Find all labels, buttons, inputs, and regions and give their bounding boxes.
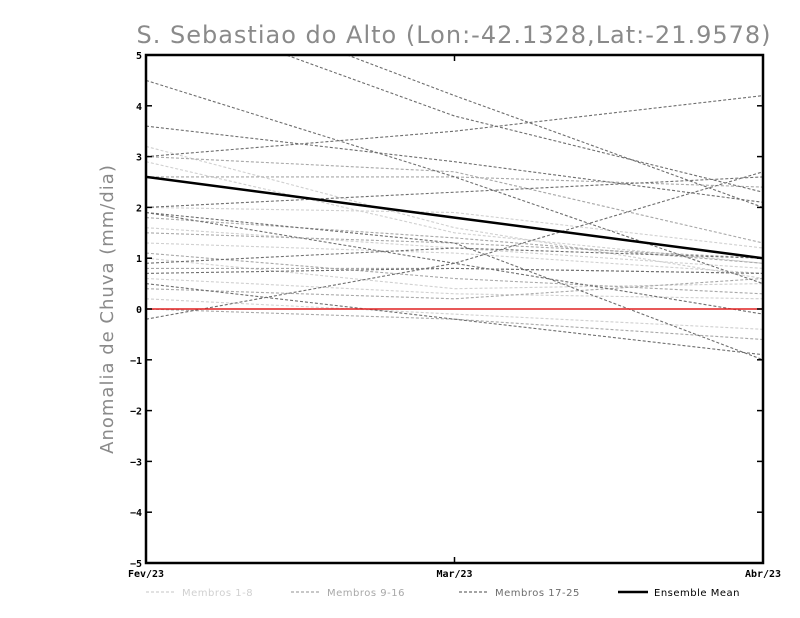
y-tick-label: 5	[136, 51, 142, 62]
member-series-line-21	[146, 211, 763, 315]
member-series-line-2	[146, 161, 763, 264]
y-tick-label: 1	[136, 254, 142, 265]
member-series-line-12	[146, 232, 763, 259]
member-series-line-4	[146, 227, 763, 269]
y-tick-label: −2	[130, 407, 142, 418]
member-series-line-17	[146, 79, 763, 285]
x-tick-label: Abr/23	[745, 569, 781, 580]
x-tick-label: Mar/23	[436, 569, 472, 580]
member-series-line-19	[146, 95, 763, 158]
y-tick-label: 4	[136, 102, 142, 113]
y-tick-label: 0	[136, 305, 142, 316]
member-series-line-24	[146, 267, 763, 274]
member-series-line-16	[146, 308, 763, 341]
y-tick-label: −1	[130, 356, 142, 367]
member-series-line-7	[146, 277, 763, 300]
y-tick-label: 3	[136, 153, 142, 164]
member-series-line-8	[146, 298, 763, 330]
member-series-line-23	[146, 247, 763, 264]
member-series-line-6	[146, 257, 763, 290]
y-tick-label: 2	[136, 203, 142, 214]
legend-label: Membros 1-8	[182, 588, 253, 599]
member-series-line-15	[146, 277, 763, 300]
member-series-line-14	[146, 267, 763, 274]
member-series-line-18	[146, 125, 763, 203]
ensemble-mean-layer	[146, 175, 763, 260]
legend-label: Membros 9-16	[327, 588, 405, 599]
member-series-line-9	[146, 156, 763, 244]
member-series-line-13	[146, 252, 763, 295]
member-series-line-20	[146, 176, 763, 208]
y-tick-label: −5	[130, 559, 142, 570]
member-series-line-26	[146, 283, 763, 356]
chart-title: S. Sebastiao do Alto (Lon:-42.1328,Lat:-…	[136, 21, 771, 49]
ensemble-mean-line	[146, 175, 763, 260]
member-series-line-5	[146, 242, 763, 274]
legend-label: Membros 17-25	[495, 588, 580, 599]
legend: Membros 1-8 Membros 9-16 Membros 17-25 Ense…	[146, 588, 740, 599]
member-series-line-22	[146, 211, 763, 361]
legend-label: Ensemble Mean	[654, 588, 740, 599]
y-axis-label: Anomalia de Chuva (mm/dia)	[97, 164, 118, 454]
member-series-line-3	[146, 206, 763, 249]
member-series-line-10	[146, 176, 763, 188]
member-series-line-11	[146, 217, 763, 264]
y-tick-label: −3	[130, 457, 142, 468]
x-tick-label: Fev/23	[128, 569, 164, 580]
series-layer	[146, 55, 763, 361]
x-axis-ticks: Fev/23 Mar/23 Abr/23	[128, 55, 781, 580]
y-axis-ticks: −5 −4 −3 −2 −1 0 1 2 3 4 5	[130, 51, 763, 570]
y-tick-label: −4	[130, 508, 142, 519]
